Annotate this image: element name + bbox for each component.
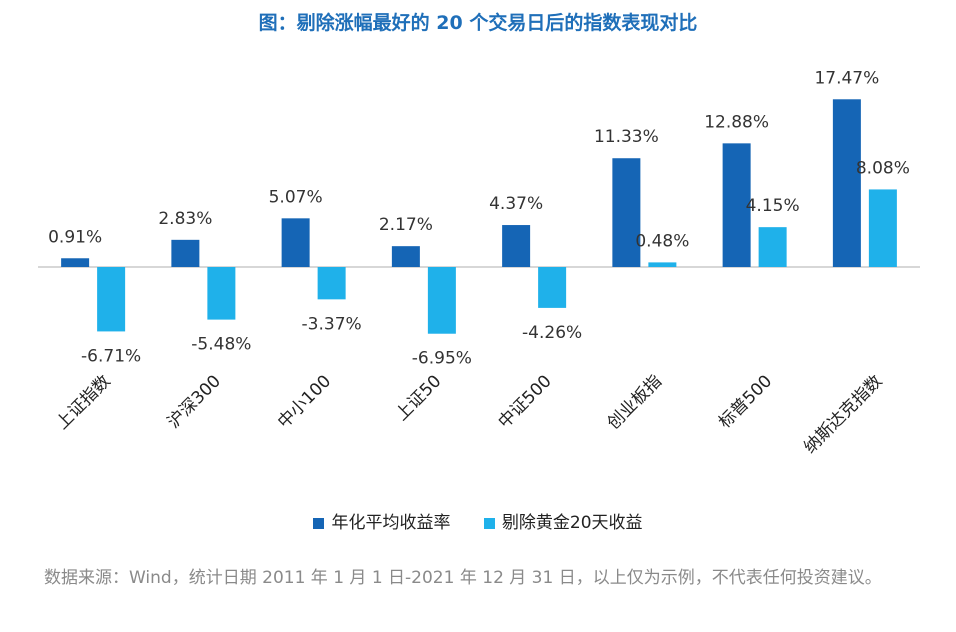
bar-annualized-2 [281,218,310,267]
data-label-excluded-6: 4.15% [746,196,800,216]
data-label-annualized-1: 2.83% [158,209,212,229]
bar-excluded-2 [317,267,346,300]
chart-legend: 年化平均收益率 剔除黄金20天收益 [0,508,956,533]
chart-title: 图：剔除涨幅最好的 20 个交易日后的指数表现对比 [258,12,698,34]
data-label-annualized-4: 4.37% [489,194,543,214]
category-label-0: 上证指数 [52,371,114,433]
data-label-excluded-3: -6.95% [412,349,472,369]
data-label-annualized-7: 17.47% [814,68,879,88]
category-label-1: 沪深300 [164,371,225,432]
legend-item-series1: 年化平均收益率 [313,508,450,533]
category-label-4: 中证500 [495,371,556,432]
bar-annualized-4 [502,225,531,267]
data-label-excluded-5: 0.48% [635,231,689,251]
bar-annualized-6 [722,143,751,267]
legend-swatch-series1 [313,518,325,529]
bar-excluded-0 [97,267,126,332]
category-label-7: 纳斯达克指数 [800,371,886,457]
data-label-excluded-2: -3.37% [302,314,362,334]
legend-swatch-series2 [483,518,495,529]
category-label-6: 标普500 [715,371,776,432]
bar-excluded-7 [868,189,897,267]
bar-annualized-3 [391,246,420,267]
bar-excluded-6 [758,227,787,267]
data-label-annualized-6: 12.88% [704,112,769,132]
data-label-excluded-4: -4.26% [522,323,582,343]
bar-excluded-3 [427,267,456,334]
category-label-3: 上证50 [392,371,445,424]
bar-annualized-7 [832,99,861,268]
legend-item-series2: 剔除黄金20天收益 [483,508,643,533]
bar-excluded-1 [207,267,236,320]
legend-label-series1: 年化平均收益率 [331,513,451,533]
category-label-2: 中小100 [274,371,335,432]
bar-excluded-4 [538,267,567,308]
bar-annualized-0 [61,258,90,267]
bar-excluded-5 [648,262,677,267]
bar-annualized-1 [171,239,200,267]
legend-label-series2: 剔除黄金20天收益 [501,513,643,533]
data-label-annualized-0: 0.91% [48,227,102,247]
data-label-annualized-2: 5.07% [269,187,323,207]
data-label-annualized-5: 11.33% [594,127,659,147]
data-label-annualized-3: 2.17% [379,215,433,235]
source-note: 数据来源：Wind，统计日期 2011 年 1 月 1 日-2021 年 12 … [44,568,882,588]
category-label-5: 创业板指 [604,371,666,433]
data-label-excluded-0: -6.71% [81,346,141,366]
data-label-excluded-1: -5.48% [191,335,251,355]
bar-chart: 0.91% -6.71% 上证指数 2.83% -5.48% 沪深300 5.07% -3.3… [38,68,920,458]
bar-annualized-5 [612,158,641,267]
data-label-excluded-7: 8.08% [856,158,910,178]
